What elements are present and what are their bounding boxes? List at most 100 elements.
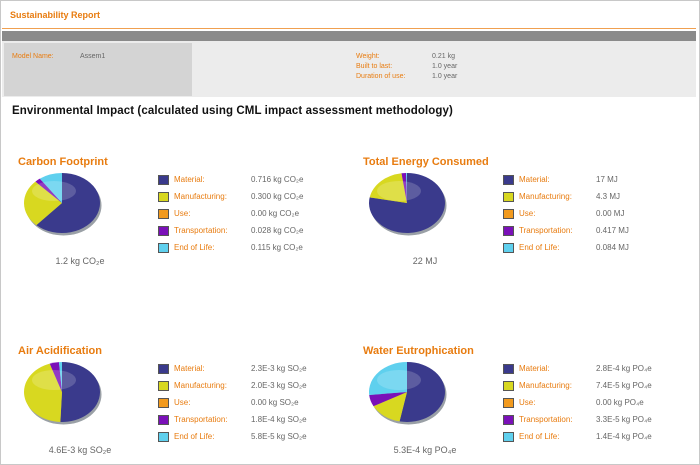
legend-label: Transportation: xyxy=(174,226,228,235)
legend-label: Transportation: xyxy=(519,226,573,235)
model-name-value: Assem1 xyxy=(80,53,106,60)
pie-slice-manufacturing xyxy=(23,363,63,422)
panel-total: 5.3E-4 kg PO₄e xyxy=(393,445,457,455)
legend-swatch xyxy=(503,192,514,202)
legend-value: 0.084 MJ xyxy=(596,243,629,252)
pie-slice-manufacturing xyxy=(24,181,63,226)
legend-row-transportation: Transportation: 0.417 MJ xyxy=(503,225,700,238)
legend-row-end-of-life: End of Life: 1.4E-4 kg PO₄e xyxy=(503,431,700,444)
legend-value: 0.300 kg CO₂e xyxy=(251,192,304,201)
legend-row-material: Material: 2.8E-4 kg PO₄e xyxy=(503,363,700,376)
legend-swatch xyxy=(158,175,169,185)
legend-swatch xyxy=(158,381,169,391)
panel-total: 1.2 kg CO₂e xyxy=(55,256,105,266)
legend-swatch xyxy=(503,398,514,408)
built-to-last-label: Built to last: xyxy=(356,63,393,70)
legend-row-manufacturing: Manufacturing: 0.300 kg CO₂e xyxy=(158,191,358,204)
legend-row-transportation: Transportation: 3.3E-5 kg PO₄e xyxy=(503,414,700,427)
legend-value: 17 MJ xyxy=(596,175,618,184)
legend-value: 3.3E-5 kg PO₄e xyxy=(596,415,652,424)
title-divider xyxy=(2,28,696,29)
legend-swatch xyxy=(158,364,169,374)
legend-label: Manufacturing: xyxy=(174,192,227,201)
water-eutrophication-pie xyxy=(369,362,447,425)
legend-label: End of Life: xyxy=(174,432,215,441)
legend-swatch xyxy=(503,381,514,391)
legend-value: 0.00 kg SO₂e xyxy=(251,398,299,407)
legend-value: 0.115 kg CO₂e xyxy=(251,243,303,252)
legend-label: Material: xyxy=(519,364,550,373)
pie-slice-manufacturing xyxy=(373,392,407,422)
legend-swatch xyxy=(158,226,169,236)
legend-value: 2.8E-4 kg PO₄e xyxy=(596,364,652,373)
total-energy-panel: Total Energy Consumed 22 MJ Material: 17 … xyxy=(363,156,700,276)
legend-value: 0.00 kg PO₄e xyxy=(596,398,644,407)
weight-label: Weight: xyxy=(356,53,380,60)
panel-title: Total Energy Consumed xyxy=(363,156,489,168)
legend-row-material: Material: 17 MJ xyxy=(503,174,700,187)
header-bar xyxy=(2,31,696,41)
legend-row-use: Use: 0.00 MJ xyxy=(503,208,700,221)
legend-row-transportation: Transportation: 1.8E-4 kg SO₂e xyxy=(158,414,358,427)
pie-slice-end-of-life xyxy=(58,362,62,392)
legend-label: Manufacturing: xyxy=(519,192,572,201)
legend-row-manufacturing: Manufacturing: 4.3 MJ xyxy=(503,191,700,204)
legend-label: Use: xyxy=(174,398,191,407)
legend-swatch xyxy=(158,398,169,408)
pie-slice-transportation xyxy=(401,173,407,203)
legend-label: Use: xyxy=(519,398,536,407)
legend-row-manufacturing: Manufacturing: 2.0E-3 kg SO₂e xyxy=(158,380,358,393)
legend-row-material: Material: 2.3E-3 kg SO₂e xyxy=(158,363,358,376)
pie-slice-transportation xyxy=(369,392,407,407)
legend-value: 2.3E-3 kg SO₂e xyxy=(251,364,307,373)
pie-slice-end-of-life xyxy=(369,362,407,395)
legend-swatch xyxy=(503,415,514,425)
pie-slice-transportation xyxy=(49,362,62,392)
report-title: Sustainability Report xyxy=(10,10,101,20)
legend-swatch xyxy=(503,364,514,374)
legend-label: Material: xyxy=(174,175,205,184)
legend-swatch xyxy=(503,226,514,236)
water-eutrophication-panel: Water Eutrophication 5.3E-4 kg PO₄e Mate… xyxy=(363,345,700,465)
legend-value: 0.00 MJ xyxy=(596,209,625,218)
legend-swatch xyxy=(158,209,169,219)
legend-label: Material: xyxy=(174,364,205,373)
legend-swatch xyxy=(503,175,514,185)
pie-slice-transportation xyxy=(35,178,62,203)
legend-row-material: Material: 0.716 kg CO₂e xyxy=(158,174,358,187)
pie-highlight xyxy=(377,370,421,390)
legend-value: 0.00 kg CO₂e xyxy=(251,209,300,218)
duration-label: Duration of use: xyxy=(356,73,406,80)
legend-row-end-of-life: End of Life: 5.8E-5 kg SO₂e xyxy=(158,431,358,444)
legend-swatch xyxy=(503,432,514,442)
legend-swatch xyxy=(503,243,514,253)
pie-slice-material xyxy=(60,362,100,422)
legend-label: Manufacturing: xyxy=(519,381,572,390)
legend-value: 7.4E-5 kg PO₄e xyxy=(596,381,652,390)
legend-swatch xyxy=(503,209,514,219)
legend-row-end-of-life: End of Life: 0.084 MJ xyxy=(503,242,700,255)
legend-value: 5.8E-5 kg SO₂e xyxy=(251,432,307,441)
legend-label: Use: xyxy=(174,209,191,218)
panel-total: 22 MJ xyxy=(412,256,438,266)
model-name-box xyxy=(4,43,192,96)
legend-swatch xyxy=(158,432,169,442)
duration-value: 1.0 year xyxy=(432,73,458,80)
air-acidification-pie xyxy=(23,362,102,425)
legend-row-transportation: Transportation: 0.028 kg CO₂e xyxy=(158,225,358,238)
legend-label: Manufacturing: xyxy=(174,381,227,390)
panel-title: Water Eutrophication xyxy=(363,345,474,357)
carbon-footprint-panel: Carbon Footprint 1.2 kg CO₂e Material: 0.… xyxy=(18,156,358,276)
legend-label: Transportation: xyxy=(174,415,228,424)
legend-label: End of Life: xyxy=(519,243,560,252)
pie-slice-material xyxy=(36,173,100,233)
legend-row-use: Use: 0.00 kg SO₂e xyxy=(158,397,358,410)
pie-slice-end-of-life xyxy=(406,173,407,203)
legend-row-end-of-life: End of Life: 0.115 kg CO₂e xyxy=(158,242,358,255)
panel-title: Carbon Footprint xyxy=(18,156,108,168)
pie-slice-material xyxy=(399,362,445,422)
legend-swatch xyxy=(158,243,169,253)
legend-row-use: Use: 0.00 kg CO₂e xyxy=(158,208,358,221)
legend-label: End of Life: xyxy=(519,432,560,441)
legend-label: End of Life: xyxy=(174,243,215,252)
